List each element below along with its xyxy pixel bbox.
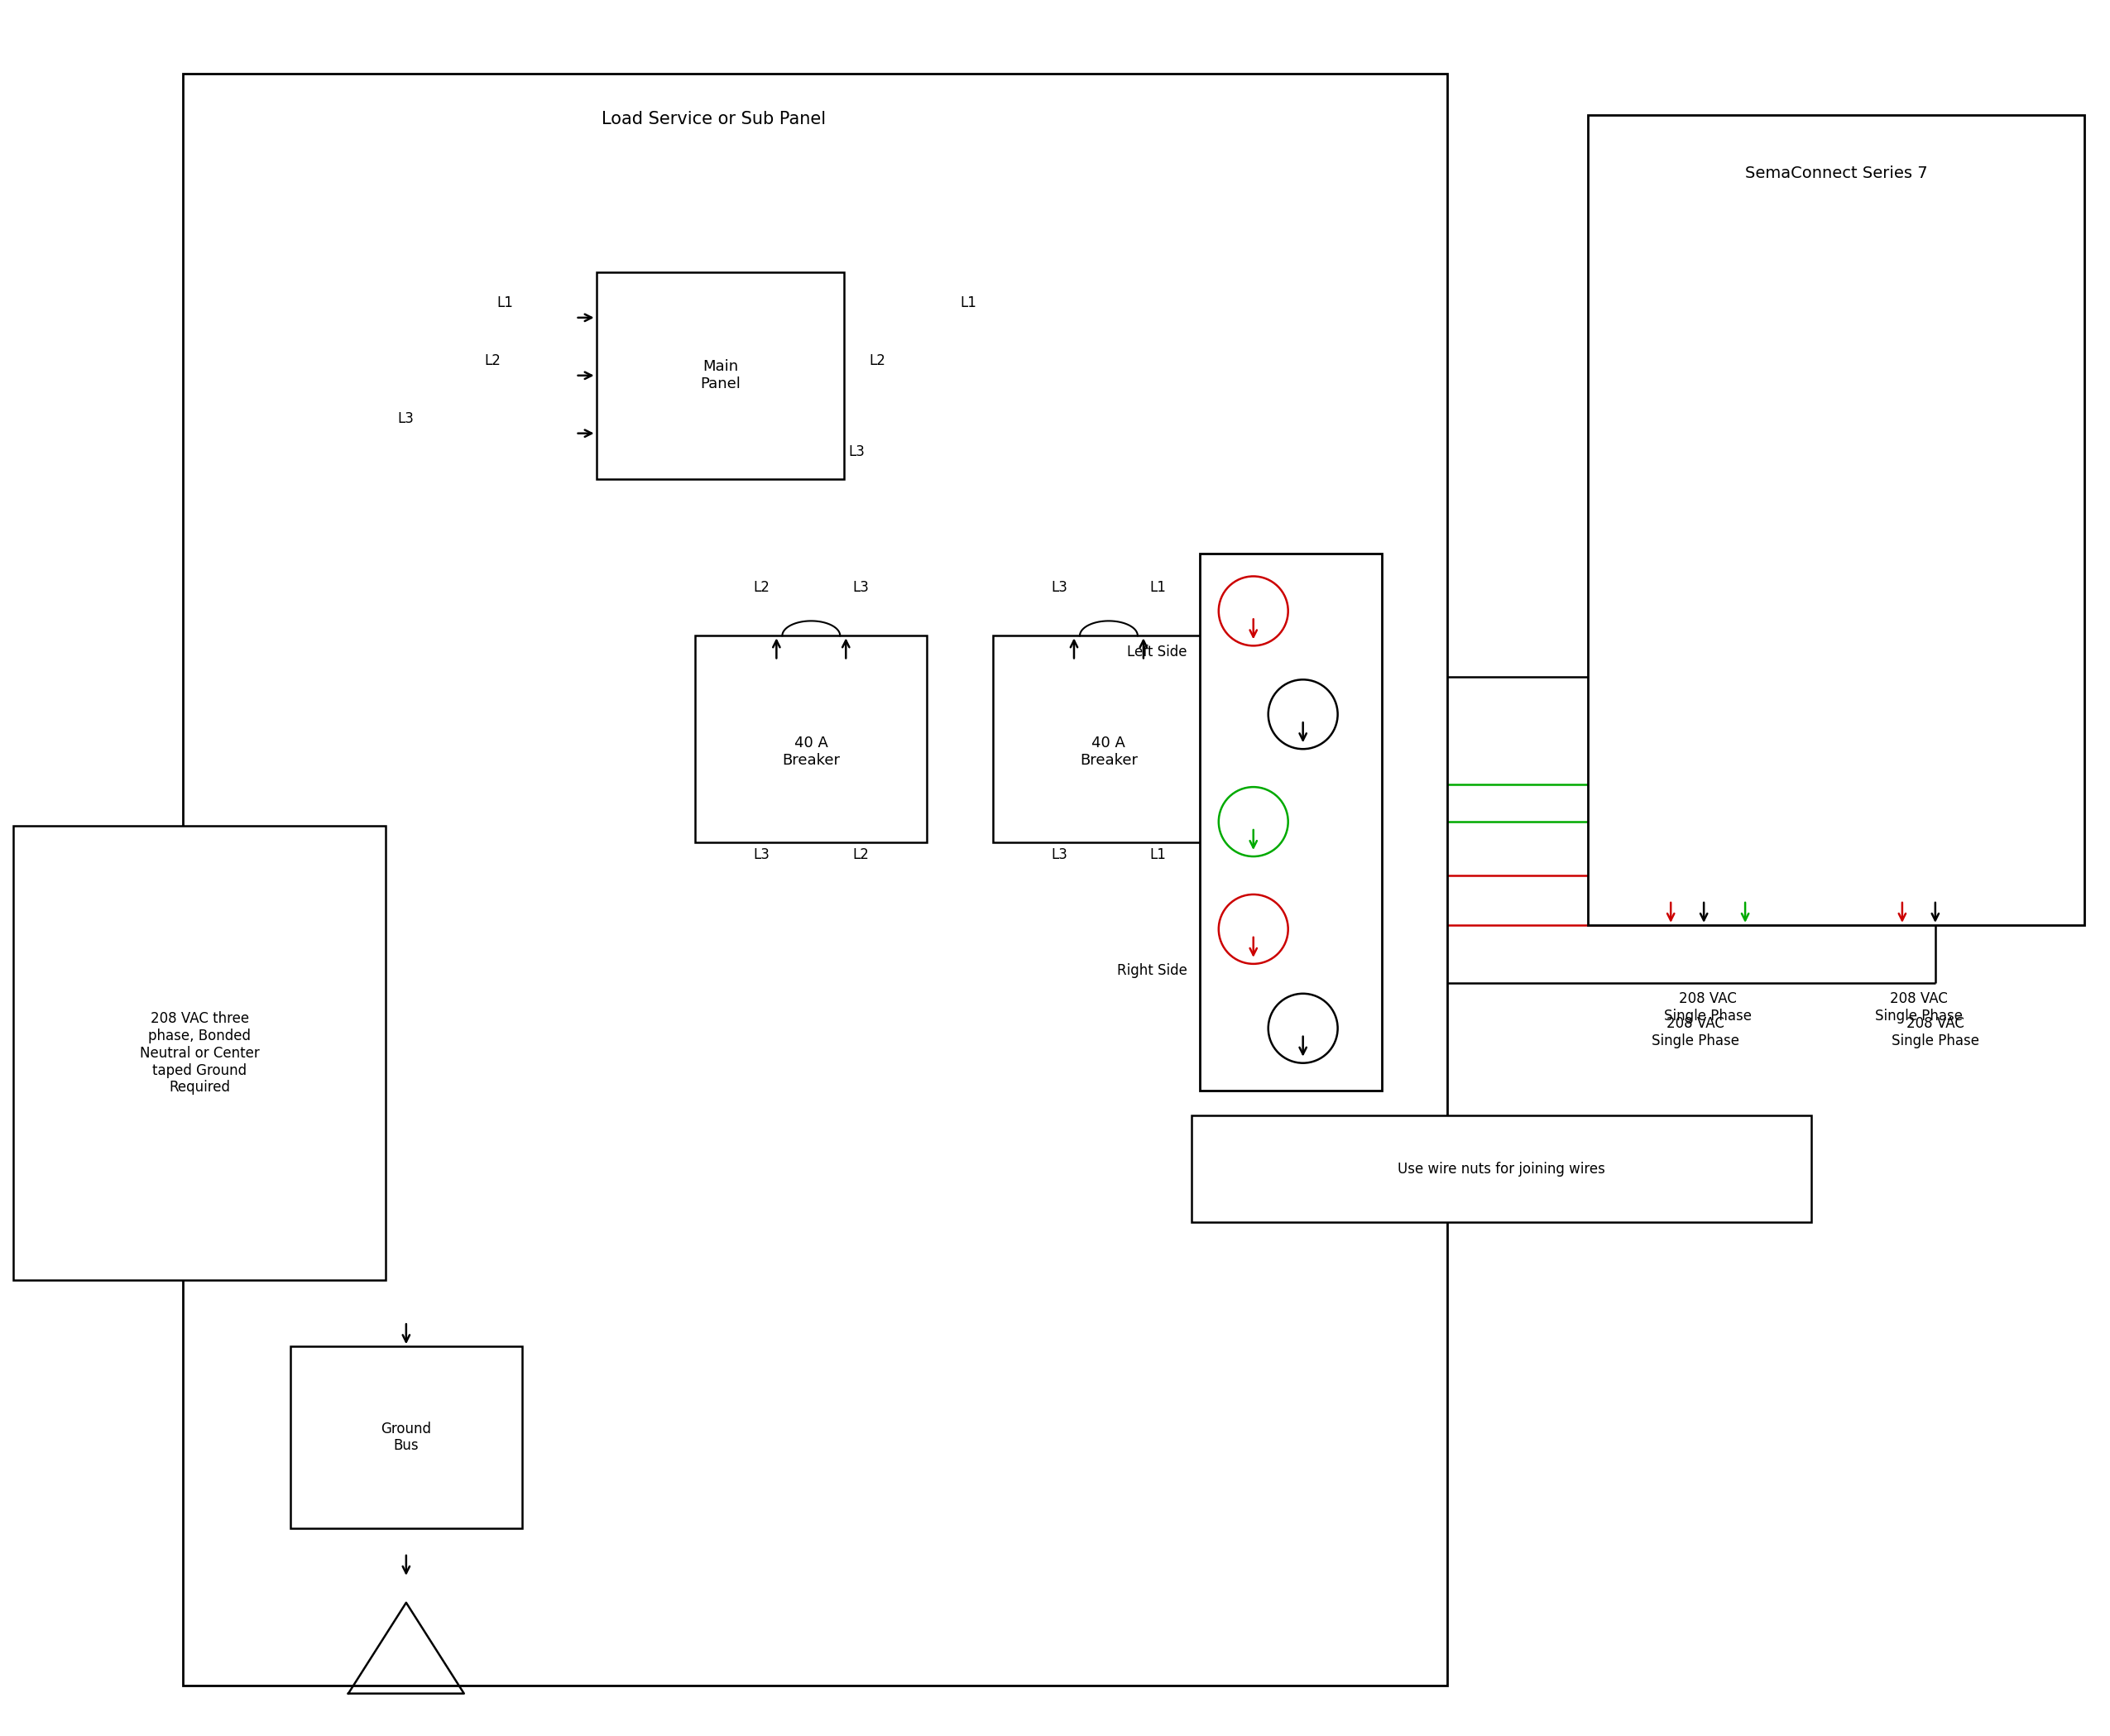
Circle shape <box>1220 576 1287 646</box>
Circle shape <box>1220 894 1287 963</box>
Text: 208 VAC
Single Phase: 208 VAC Single Phase <box>1652 1016 1739 1049</box>
Text: L3: L3 <box>848 444 865 458</box>
Text: Use wire nuts for joining wires: Use wire nuts for joining wires <box>1397 1161 1606 1177</box>
Text: 208 VAC
Single Phase: 208 VAC Single Phase <box>1891 1016 1979 1049</box>
Text: Ground
Bus: Ground Bus <box>382 1422 430 1453</box>
Bar <box>994 635 1224 842</box>
Text: Right Side: Right Side <box>1116 963 1188 977</box>
Text: L3: L3 <box>399 411 414 425</box>
Text: 40 A
Breaker: 40 A Breaker <box>783 736 840 767</box>
Text: L3: L3 <box>1051 847 1068 863</box>
Text: L2: L2 <box>753 580 770 595</box>
Circle shape <box>1220 786 1287 856</box>
Text: 208 VAC
Single Phase: 208 VAC Single Phase <box>1876 991 1962 1024</box>
Text: L2: L2 <box>485 352 502 368</box>
Bar <box>1589 115 2085 925</box>
Text: L2: L2 <box>852 847 869 863</box>
Circle shape <box>1268 679 1338 748</box>
Text: L1: L1 <box>960 295 977 311</box>
Text: Main
Panel: Main Panel <box>701 359 741 392</box>
Text: L2: L2 <box>869 352 886 368</box>
Text: L1: L1 <box>1150 580 1167 595</box>
Circle shape <box>1268 993 1338 1062</box>
Bar <box>1201 554 1382 1090</box>
Bar <box>1192 1115 1810 1222</box>
Text: L3: L3 <box>1051 580 1068 595</box>
Bar <box>13 826 386 1281</box>
Text: L3: L3 <box>852 580 869 595</box>
Text: 208 VAC three
phase, Bonded
Neutral or Center
taped Ground
Required: 208 VAC three phase, Bonded Neutral or C… <box>139 1012 260 1095</box>
Bar <box>597 273 844 479</box>
Bar <box>184 75 1447 1686</box>
Bar <box>291 1347 521 1528</box>
Text: Load Service or Sub Panel: Load Service or Sub Panel <box>601 111 827 127</box>
Text: L3: L3 <box>753 847 770 863</box>
Text: L1: L1 <box>1150 847 1167 863</box>
Text: Left Side: Left Side <box>1127 644 1188 660</box>
Text: 208 VAC
Single Phase: 208 VAC Single Phase <box>1665 991 1751 1024</box>
Text: 40 A
Breaker: 40 A Breaker <box>1080 736 1137 767</box>
Text: SemaConnect Series 7: SemaConnect Series 7 <box>1745 165 1926 181</box>
Bar <box>696 635 926 842</box>
Text: L1: L1 <box>498 295 513 311</box>
